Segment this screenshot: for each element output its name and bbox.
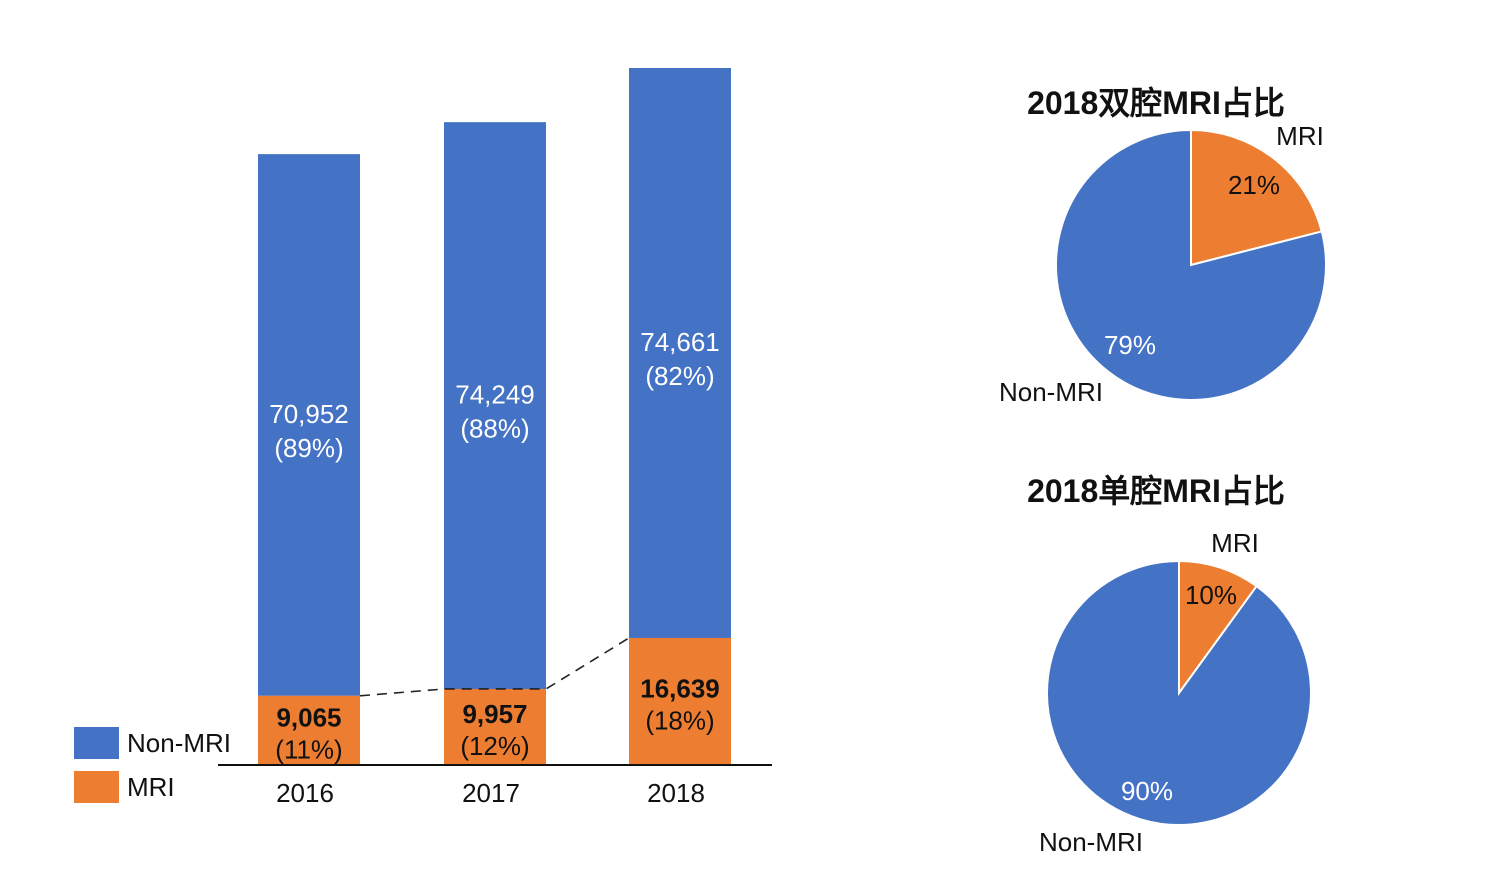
pie1-category-non-mri: Non-MRI [999,377,1103,407]
pie-2-slices-slice-non-mri [1046,559,1313,826]
pie2-category-mri: MRI [1211,528,1259,558]
legend-label-mri: MRI [127,772,175,802]
pie-chart-dual-chamber: 2018双腔MRI占比 MRI 21% 79% Non-MRI [999,85,1327,407]
pie-1-slices-slice-mri [1190,128,1323,267]
bar-label-group: 70,952 (89%) 9,065(11%) 74,249 (88%) 9,957(12… [269,327,720,764]
pie1-percent-mri: 21% [1228,170,1280,200]
pie-title-single-chamber: 2018单腔MRI占比 [1027,473,1285,509]
label-non-mri-value-2016: 70,952 [269,399,349,429]
bar-non-mri-2017 [444,122,546,689]
pie1-category-mri: MRI [1276,121,1324,151]
legend: Non-MRI MRI [74,727,231,803]
pie2-percent-mri: 10% [1185,580,1237,610]
x-tick-group: 2016 2017 2018 [276,778,705,808]
pie2-category-non-mri: Non-MRI [1039,827,1143,857]
bar-group [258,68,731,765]
label-non-mri-value-2018: 74,661 [640,327,720,357]
pie-title-dual-chamber: 2018双腔MRI占比 [1027,85,1285,121]
legend-swatch-mri [74,771,119,803]
label-mri-percent-2016: (11%) [275,734,342,764]
bar-mri-2016 [258,695,360,765]
label-non-mri-value-2017: 74,249 [455,380,535,410]
label-non-mri-percent-2016: (89%) [274,433,343,463]
label-non-mri-percent-2017: (88%) [460,414,529,444]
bar-mri-2018 [629,637,731,765]
x-tick-2017: 2017 [462,778,520,808]
pie-1-slices-slice-non-mri [1055,128,1327,401]
stacked-bar-chart: 70,952 (89%) 9,065(11%) 74,249 (88%) 9,957(12… [74,68,772,808]
x-tick-2018: 2018 [647,778,705,808]
legend-swatch-non-mri [74,727,119,759]
label-mri-value-2018: 16,639 [640,673,720,703]
pie-chart-single-chamber: 2018单腔MRI占比 MRI 10% 90% Non-MRI [1027,473,1313,857]
bar-non-mri-2018 [629,68,731,638]
pie2-percent-non-mri: 90% [1121,776,1173,806]
bar-mri-2017 [444,688,546,765]
label-mri-percent-2018: (18%) [645,705,714,735]
x-tick-2016: 2016 [276,778,334,808]
bar-non-mri-2016 [258,154,360,696]
pie-2-slices-slice-mri [1178,559,1258,697]
label-non-mri-percent-2018: (82%) [645,361,714,391]
legend-label-non-mri: Non-MRI [127,728,231,758]
pie1-percent-non-mri: 79% [1104,330,1156,360]
label-mri-percent-2017: (12%) [460,731,529,761]
mri-trend-line [359,637,630,697]
label-mri-value-2017: 9,957 [462,699,527,729]
label-mri-value-2016: 9,065 [276,702,341,732]
